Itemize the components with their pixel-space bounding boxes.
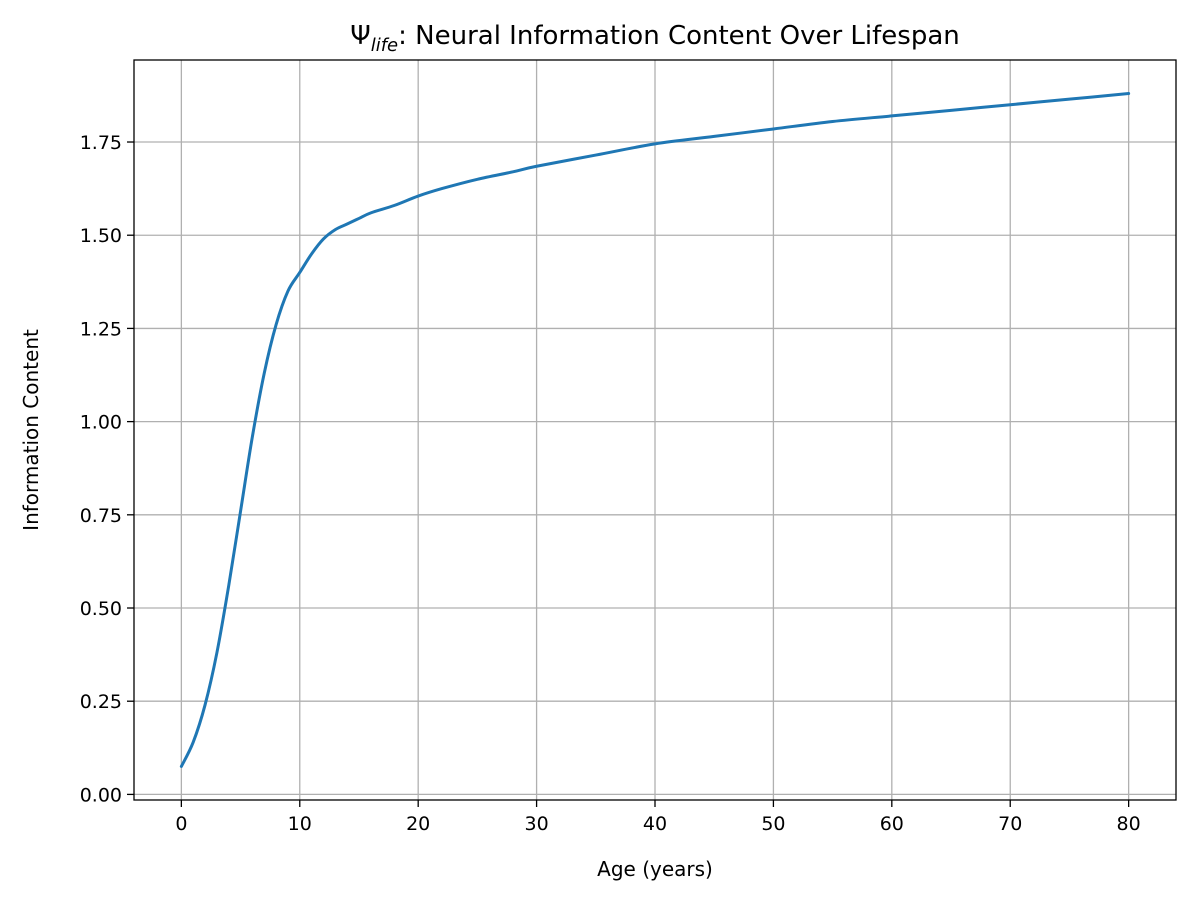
y-tick-label: 0.25 xyxy=(80,691,122,713)
title-text: : Neural Information Content Over Lifesp… xyxy=(398,21,960,51)
x-tick-label: 0 xyxy=(175,813,187,835)
y-tick-label: 1.00 xyxy=(80,412,122,434)
chart-title: Ψlife: Neural Information Content Over L… xyxy=(350,21,960,56)
x-axis-label: Age (years) xyxy=(597,857,713,881)
x-tick-label: 80 xyxy=(1117,813,1141,835)
x-tick-label: 50 xyxy=(761,813,785,835)
y-tick-label: 0.00 xyxy=(80,784,122,806)
x-tick-label: 20 xyxy=(406,813,430,835)
y-tick-label: 0.50 xyxy=(80,598,122,620)
y-tick-label: 0.75 xyxy=(80,505,122,527)
series-layer xyxy=(179,92,1131,768)
title-subscript: life xyxy=(371,35,398,56)
x-tick-label: 40 xyxy=(643,813,667,835)
series-line xyxy=(179,92,1131,768)
y-axis-label: Information Content xyxy=(19,329,43,531)
y-tick-label: 1.75 xyxy=(80,132,122,154)
y-tick-label: 1.50 xyxy=(80,225,122,247)
x-tick-label: 60 xyxy=(880,813,904,835)
x-axis-ticks: 0 10 20 30 40 50 60 70 80 xyxy=(175,800,1141,835)
x-tick-label: 10 xyxy=(288,813,312,835)
y-axis-ticks: 0.00 0.25 0.50 0.75 1.00 1.25 1.50 1.75 xyxy=(80,132,134,806)
x-tick-label: 70 xyxy=(998,813,1022,835)
x-tick-label: 30 xyxy=(524,813,548,835)
y-tick-label: 1.25 xyxy=(80,318,122,340)
grid xyxy=(134,60,1176,800)
title-symbol: Ψ xyxy=(350,21,370,51)
